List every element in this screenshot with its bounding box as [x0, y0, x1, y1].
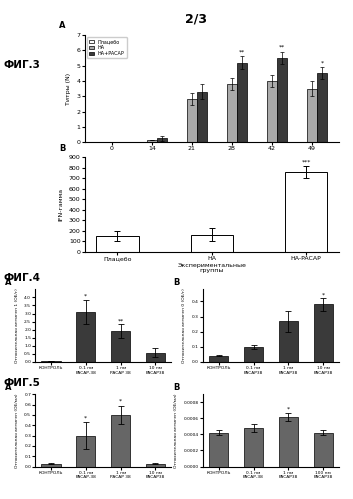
Y-axis label: Относительная антиген (ОЕ/мл): Относительная антиген (ОЕ/мл): [174, 393, 178, 468]
Text: B: B: [173, 383, 179, 392]
Bar: [313, 433, 333, 467]
Bar: [267, 81, 277, 142]
Bar: [42, 361, 61, 362]
Bar: [111, 415, 130, 467]
Bar: [76, 436, 95, 467]
Bar: [209, 356, 228, 362]
Text: B: B: [59, 145, 66, 154]
Text: A: A: [59, 21, 66, 30]
Text: *: *: [84, 294, 88, 299]
Bar: [146, 464, 165, 467]
Bar: [146, 140, 157, 142]
Bar: [187, 99, 197, 142]
Y-axis label: IFN-гамма: IFN-гамма: [58, 188, 63, 221]
Bar: [111, 331, 130, 362]
Bar: [209, 433, 228, 467]
Text: *: *: [321, 60, 324, 65]
Bar: [227, 84, 237, 142]
X-axis label: Дни: Дни: [204, 157, 219, 163]
Bar: [244, 428, 263, 467]
Text: **: **: [239, 49, 245, 54]
Text: 2/3: 2/3: [185, 12, 207, 25]
Bar: [76, 312, 95, 362]
Text: A: A: [5, 383, 12, 392]
Bar: [306, 89, 317, 142]
Y-axis label: Титры (N): Титры (N): [66, 72, 71, 105]
Y-axis label: Относительная антиген 0 (ОЕ/г): Относительная антиген 0 (ОЕ/г): [183, 288, 186, 363]
Text: ФИГ.4: ФИГ.4: [4, 273, 41, 283]
Bar: [317, 73, 327, 142]
Text: ФИГ.3: ФИГ.3: [4, 60, 40, 70]
Legend: Плацебо, HA, HA+PACAP: Плацебо, HA, HA+PACAP: [87, 37, 126, 58]
Y-axis label: Относительная антиген 1 (ОЕ/г): Относительная антиген 1 (ОЕ/г): [14, 288, 19, 363]
Bar: [279, 417, 298, 467]
Bar: [96, 236, 139, 252]
Bar: [237, 62, 247, 142]
Text: *: *: [322, 292, 325, 298]
Bar: [191, 235, 233, 252]
Text: B: B: [173, 278, 179, 287]
Y-axis label: Относительная антиген (ОЕ/мл): Относительная антиген (ОЕ/мл): [14, 393, 19, 468]
Text: **: **: [118, 318, 124, 323]
Bar: [313, 304, 333, 362]
Bar: [197, 92, 208, 142]
Bar: [146, 353, 165, 362]
Bar: [285, 172, 327, 252]
Text: *: *: [287, 406, 290, 411]
Bar: [279, 321, 298, 362]
Bar: [277, 58, 287, 142]
X-axis label: Экспериментальные
группы: Экспериментальные группы: [177, 262, 246, 273]
Text: **: **: [279, 45, 285, 50]
Text: ФИГ.5: ФИГ.5: [4, 378, 40, 388]
Bar: [42, 464, 61, 467]
Text: ***: ***: [301, 160, 311, 165]
Bar: [157, 138, 167, 142]
Text: *: *: [119, 399, 122, 404]
Text: A: A: [5, 278, 12, 287]
Text: *: *: [84, 416, 88, 421]
Bar: [244, 347, 263, 362]
